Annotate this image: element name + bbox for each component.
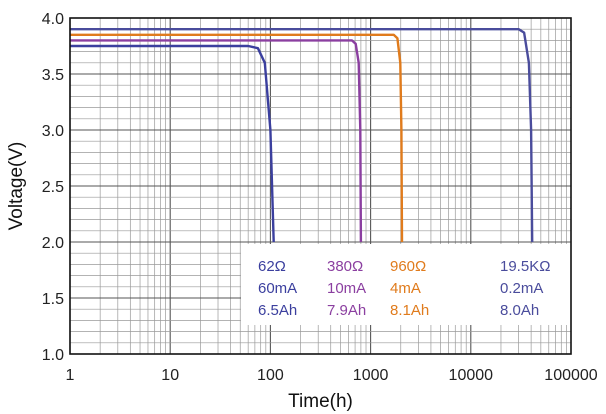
y-tick-label: 1.5	[42, 291, 64, 308]
annotation-label: 4mA	[390, 280, 421, 297]
annotation-label: 8.0Ah	[500, 302, 539, 319]
y-axis-label: Voltage(V)	[6, 142, 27, 231]
x-tick-label: 10	[161, 367, 179, 384]
annotation-label: 7.9Ah	[327, 302, 366, 319]
x-axis-label: Time(h)	[288, 391, 353, 412]
y-tick-label: 2.0	[42, 235, 64, 252]
series-line-4	[70, 28, 534, 243]
x-tick-label: 1	[66, 367, 75, 384]
annotation-label: 380Ω	[327, 258, 363, 275]
x-tick-label: 10000	[449, 367, 494, 384]
annotation-label: 60mA	[258, 280, 297, 297]
annotation-label: 960Ω	[390, 258, 426, 275]
y-tick-label: 3.5	[42, 67, 64, 84]
y-tick-label: 3.0	[42, 123, 64, 140]
annotation-label: 62Ω	[258, 258, 286, 275]
x-tick-label: 100	[257, 367, 284, 384]
annotation-label: 0.2mA	[500, 280, 543, 297]
series-line-2	[70, 39, 363, 243]
annotation-box	[241, 244, 571, 325]
x-tick-label: 100000	[544, 367, 597, 384]
y-tick-label: 1.0	[42, 347, 64, 364]
annotation-label: 10mA	[327, 280, 366, 297]
plot-frame	[69, 17, 572, 355]
tick-labels: 1 10 100 1000 10000 100000 1.0 1.5 2.0 2.5 3.0 3.5 4…	[42, 11, 598, 384]
annotation-label: 8.1Ah	[390, 302, 429, 319]
annotation-label: 6.5Ah	[258, 302, 297, 319]
series-line-1	[70, 44, 275, 243]
x-tick-label: 1000	[353, 367, 389, 384]
series-lines	[70, 28, 534, 243]
y-tick-label: 4.0	[42, 11, 64, 28]
y-tick-label: 2.5	[42, 179, 64, 196]
series-line-3	[70, 33, 404, 243]
annotations: 62Ω 60mA 6.5Ah 380Ω 10mA 7.9Ah 960Ω 4mA 8.1Ah 19.…	[241, 244, 571, 325]
annotation-label: 19.5KΩ	[500, 258, 550, 275]
